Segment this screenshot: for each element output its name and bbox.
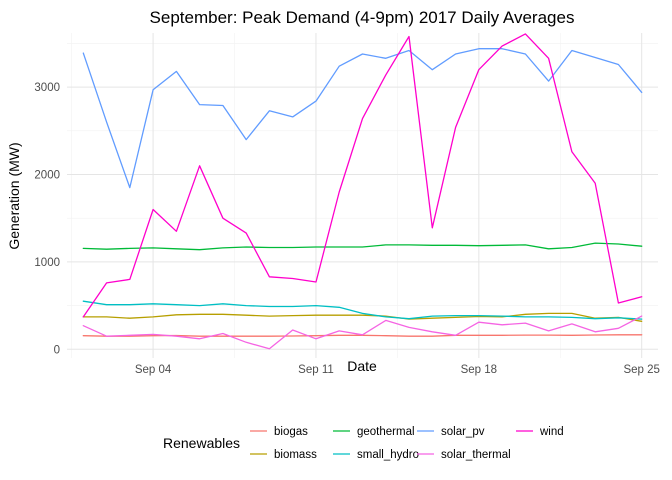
series-group bbox=[82, 33, 643, 350]
legend-items: biogas biomass geothermal small_hydro solar_… bbox=[250, 426, 564, 461]
legend-label: wind bbox=[539, 426, 564, 438]
legend-item-solar-thermal: solar_thermal bbox=[417, 449, 511, 461]
y-axis-ticks: 0 1000 2000 3000 bbox=[34, 82, 60, 356]
chart-title: September: Peak Demand (4-9pm) 2017 Dail… bbox=[150, 8, 575, 27]
legend-item-solar-pv: solar_pv bbox=[417, 426, 485, 438]
series-line-biomass bbox=[82, 312, 643, 322]
y-axis-title: Generation (MW) bbox=[6, 142, 22, 249]
y-tick-label: 1000 bbox=[34, 257, 60, 269]
legend-label: small_hydro bbox=[357, 449, 419, 461]
y-tick-label: 2000 bbox=[34, 170, 60, 182]
series-line-geothermal bbox=[82, 242, 643, 251]
series-line-small-hydro bbox=[82, 300, 643, 320]
legend-item-wind: wind bbox=[516, 426, 564, 438]
legend-item-biomass: biomass bbox=[250, 449, 317, 461]
x-tick-label: Sep 25 bbox=[623, 364, 659, 376]
legend-item-biogas: biogas bbox=[250, 426, 308, 438]
series-line-solar-pv bbox=[82, 48, 643, 189]
x-axis-ticks: Sep 04 Sep 11 Sep 18 Sep 25 bbox=[135, 364, 660, 376]
series-line-wind bbox=[82, 33, 643, 318]
legend: Renewables biogas biomass geothermal small_… bbox=[163, 426, 564, 461]
x-tick-label: Sep 11 bbox=[298, 364, 334, 376]
grid bbox=[67, 33, 658, 358]
legend-label: geothermal bbox=[357, 426, 415, 438]
legend-item-small-hydro: small_hydro bbox=[333, 449, 419, 461]
y-tick-label: 0 bbox=[54, 344, 60, 356]
legend-label: solar_pv bbox=[441, 426, 485, 438]
legend-item-geothermal: geothermal bbox=[333, 426, 415, 438]
plot-area bbox=[67, 33, 658, 358]
x-tick-label: Sep 18 bbox=[461, 364, 497, 376]
legend-label: solar_thermal bbox=[441, 449, 511, 461]
x-axis-title: Date bbox=[347, 358, 377, 374]
x-tick-label: Sep 04 bbox=[135, 364, 172, 376]
legend-title: Renewables bbox=[163, 435, 240, 451]
legend-label: biomass bbox=[274, 449, 317, 461]
series-line-solar-thermal bbox=[82, 315, 643, 350]
y-tick-label: 3000 bbox=[34, 82, 60, 94]
legend-label: biogas bbox=[274, 426, 308, 438]
